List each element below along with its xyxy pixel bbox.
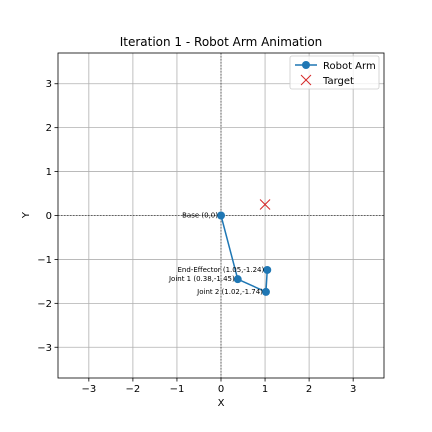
y-tick-label: −3 (37, 343, 52, 354)
x-axis-label: X (218, 398, 225, 409)
y-tick-label: −2 (37, 299, 52, 310)
legend: Robot Arm Target (290, 56, 379, 89)
robot-arm-point (234, 275, 242, 283)
x-tick-label: −1 (170, 384, 185, 395)
y-axis-label: Y (21, 211, 32, 219)
point-annotation: End-Effector (1.05,-1.24) (178, 266, 265, 274)
point-annotation: Joint 1 (0.38,-1.45) (168, 275, 235, 283)
robot-arm-point (262, 288, 270, 296)
robot-arm-point (263, 266, 271, 274)
y-tick-label: −1 (37, 255, 52, 266)
y-tick-label: 1 (46, 167, 52, 178)
legend-label-robot-arm: Robot Arm (323, 61, 376, 72)
y-tick-label: 2 (46, 123, 52, 134)
y-tick-label: 3 (46, 79, 52, 90)
x-tick-label: −3 (81, 384, 96, 395)
legend-label-target: Target (322, 76, 354, 87)
x-tick-label: 3 (350, 384, 356, 395)
point-annotation: Joint 2 (1.02,-1.74) (196, 288, 263, 296)
x-tick-label: 2 (306, 384, 312, 395)
legend-marker-robot-arm (302, 61, 310, 69)
robot-arm-point (217, 212, 225, 220)
y-tick-label: 0 (46, 211, 52, 222)
x-tick-label: −2 (126, 384, 141, 395)
point-annotation: Base (0,0) (182, 212, 218, 220)
x-tick-label: 0 (218, 384, 224, 395)
chart-title: Iteration 1 - Robot Arm Animation (120, 35, 323, 49)
x-tick-label: 1 (262, 384, 268, 395)
